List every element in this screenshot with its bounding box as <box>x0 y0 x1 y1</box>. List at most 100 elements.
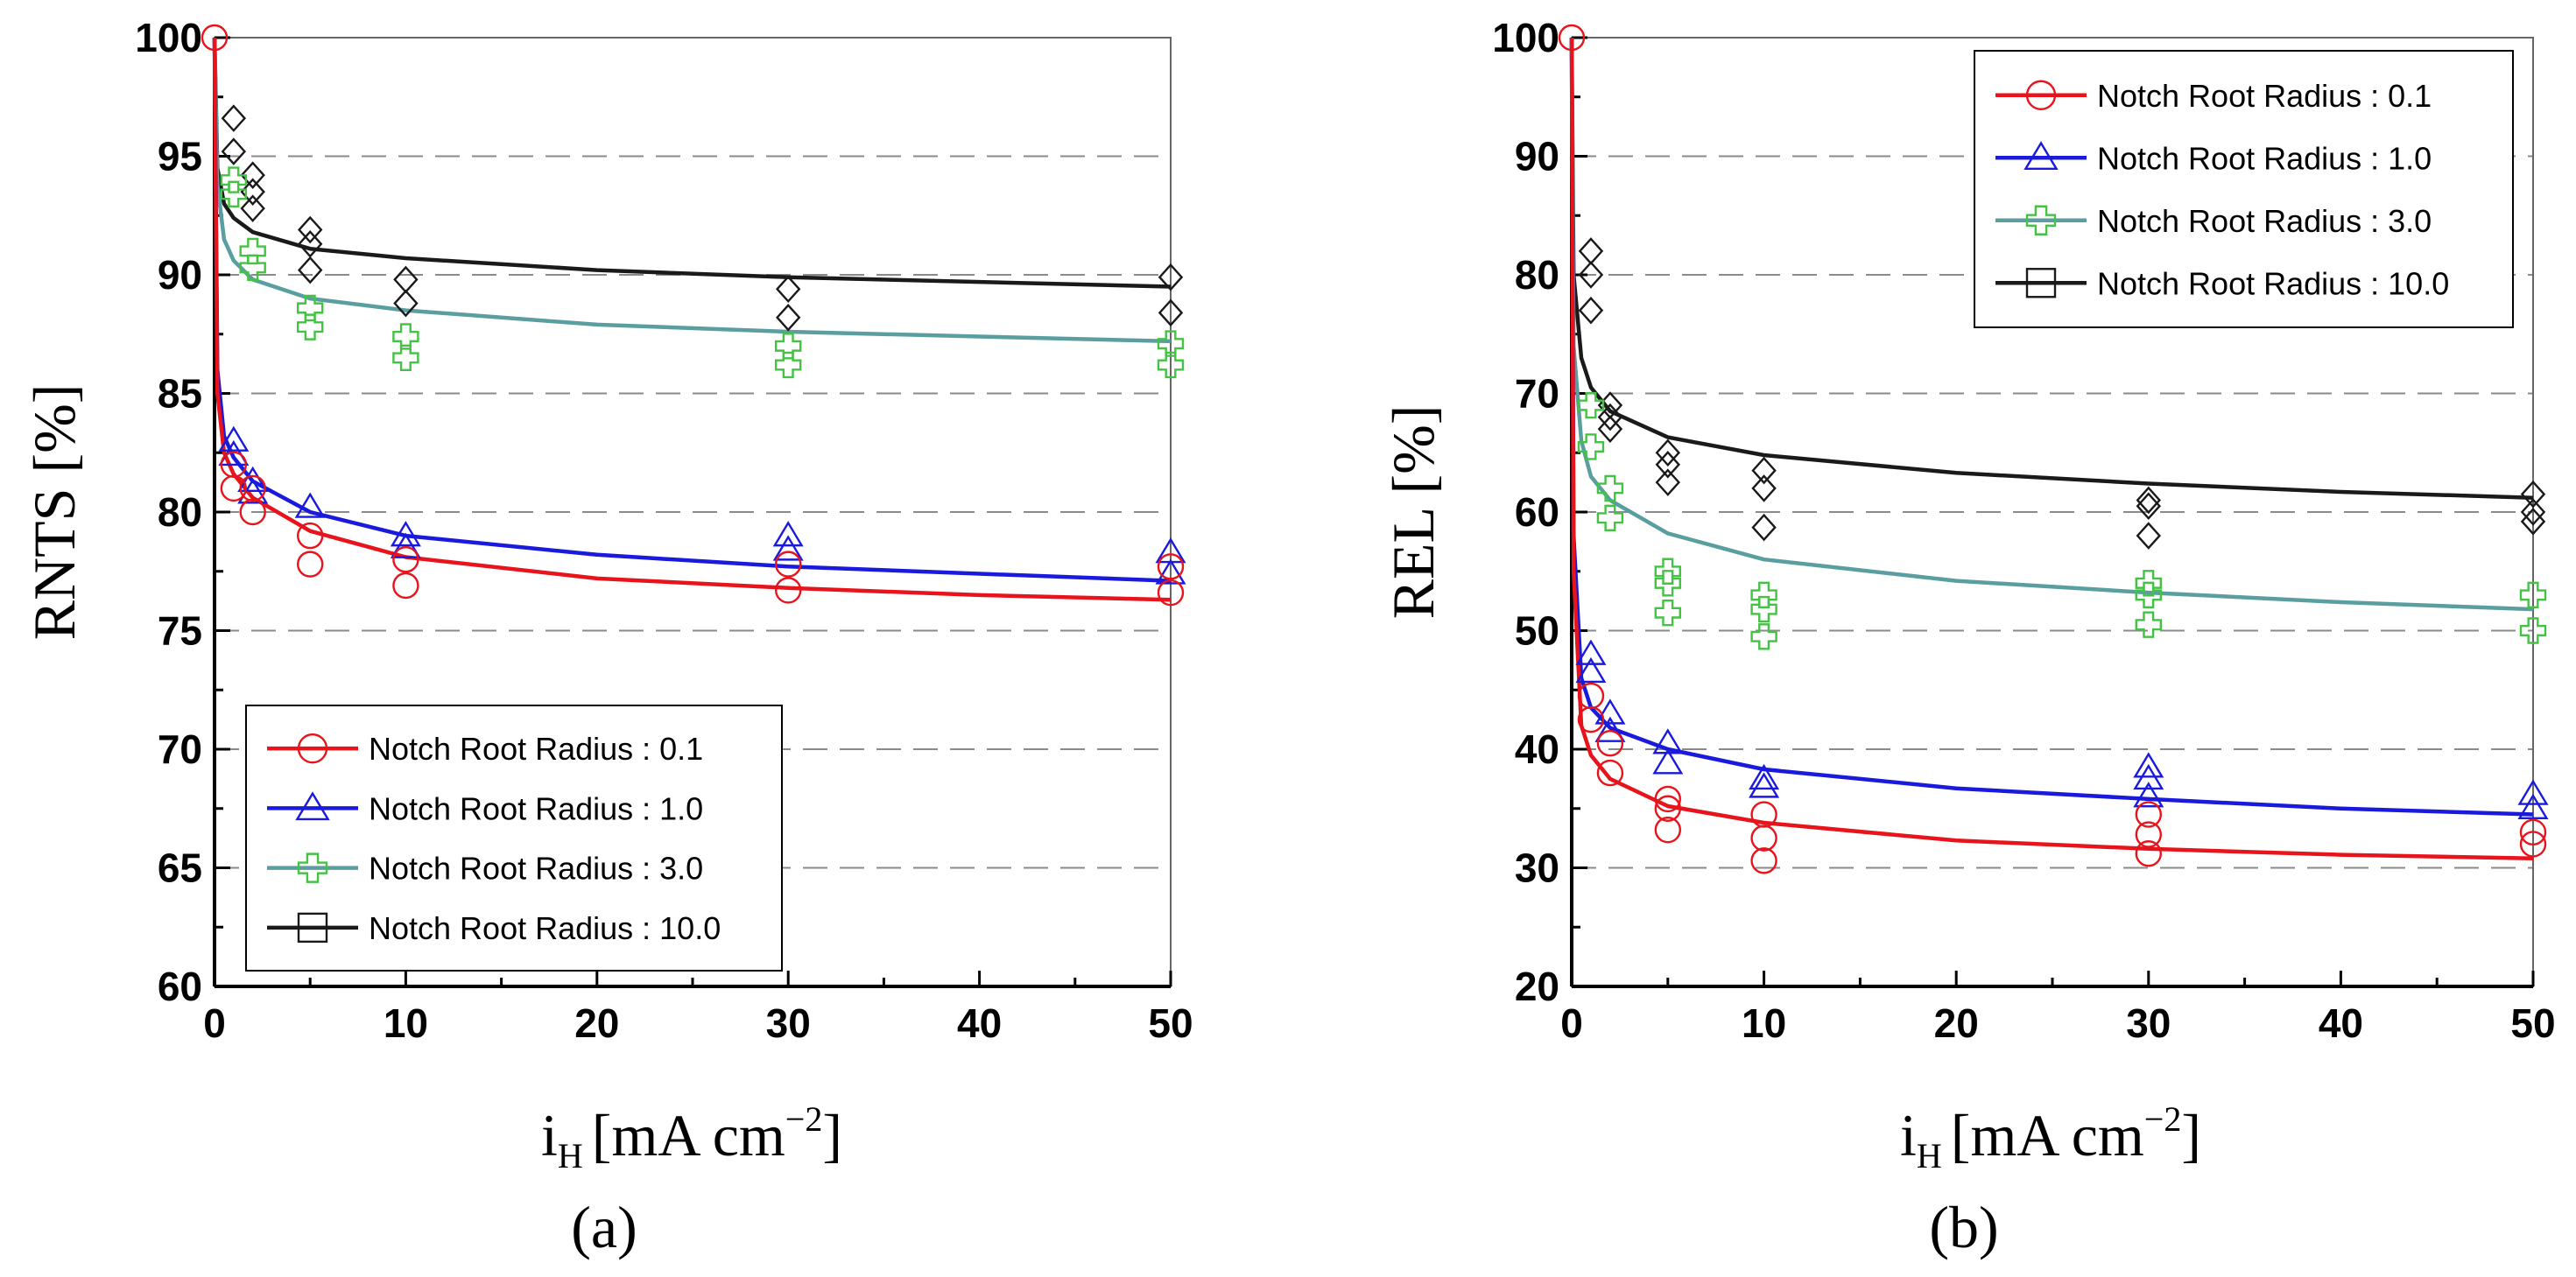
data-point-3.0 <box>775 333 802 360</box>
x-axis-label-sub: H <box>1917 1136 1942 1175</box>
x-axis-label-units: [mA cm <box>1951 1102 2144 1168</box>
y-tick-label-75: 75 <box>158 608 202 654</box>
data-point-3.0 <box>2135 611 2163 638</box>
data-point-0.1 <box>2135 840 2163 867</box>
data-point-0.1 <box>201 24 229 52</box>
data-point-10.0 <box>221 104 247 132</box>
data-point-1.0 <box>1652 728 1684 754</box>
y-tick-label-85: 85 <box>158 371 202 417</box>
x-tick-label-40: 40 <box>957 1000 1002 1046</box>
data-point-3.0 <box>1157 351 1185 379</box>
data-point-10.0 <box>1655 439 1681 467</box>
data-point-10.0 <box>393 289 419 318</box>
data-layer <box>201 24 1186 607</box>
data-point-1.0 <box>294 492 326 518</box>
y-tick-label-100: 100 <box>1492 15 1559 60</box>
data-point-10.0 <box>2520 498 2546 526</box>
data-point-3.0 <box>2519 581 2547 609</box>
data-point-3.0 <box>239 254 266 282</box>
data-point-1.0 <box>1575 656 1607 684</box>
y-axis-label: RNTS [%] <box>21 384 88 641</box>
data-point-0.1 <box>1157 553 1185 580</box>
data-point-0.1 <box>1596 759 1624 787</box>
data-point-10.0 <box>2520 480 2546 509</box>
x-axis-label-main: i <box>541 1102 558 1168</box>
legend-marker-1 <box>2023 141 2059 171</box>
y-tick-label-50: 50 <box>1515 608 1559 654</box>
x-tick-label-30: 30 <box>2126 1000 2171 1046</box>
legend-label-0: Notch Root Radius : 0.1 <box>2097 78 2432 114</box>
y-tick-label-95: 95 <box>158 134 202 179</box>
data-point-3.0 <box>1596 504 1624 531</box>
legend-marker-3 <box>297 912 328 944</box>
fit-curve-10.0 <box>212 37 1172 289</box>
data-point-0.1 <box>1654 785 1682 813</box>
fit-curve-1.0 <box>212 37 1172 583</box>
subfigure-label: (a) <box>571 1194 637 1260</box>
data-point-1.0 <box>1594 698 1626 725</box>
data-point-10.0 <box>297 215 323 244</box>
panel-b-rel-chart: 0 10 20 30 40 50 20 30 40 50 60 70 80 90 100 REL [%] iH[… <box>1380 15 2556 1260</box>
data-point-3.0 <box>1654 558 1682 585</box>
data-point-3.0 <box>1577 433 1605 460</box>
data-point-0.1 <box>2519 818 2547 846</box>
data-layer <box>1558 24 2549 874</box>
data-point-3.0 <box>1750 595 1777 623</box>
data-point-10.0 <box>240 194 265 222</box>
data-point-10.0 <box>240 178 265 206</box>
data-point-10.0 <box>1597 403 1623 432</box>
data-point-1.0 <box>772 521 804 547</box>
data-point-3.0 <box>1596 474 1624 502</box>
legend-marker-2 <box>297 853 328 883</box>
data-point-10.0 <box>393 265 419 294</box>
x-axis-label-sub: H <box>558 1136 583 1175</box>
data-point-0.1 <box>1577 705 1605 733</box>
data-point-0.1 <box>220 474 248 502</box>
fit-curve-0.1 <box>212 37 1172 602</box>
data-point-0.1 <box>392 572 419 600</box>
data-point-0.1 <box>2135 821 2163 848</box>
data-point-10.0 <box>1158 263 1184 291</box>
legend-label-0: Notch Root Radius : 0.1 <box>369 731 703 767</box>
data-point-10.0 <box>1578 261 1604 289</box>
data-point-0.1 <box>392 546 419 573</box>
data-point-10.0 <box>2136 492 2162 521</box>
data-point-1.0 <box>2133 763 2164 790</box>
legend-marker-2 <box>2025 205 2057 235</box>
data-point-0.1 <box>775 551 802 578</box>
data-point-1.0 <box>2517 779 2549 805</box>
legend-marker-0 <box>297 733 328 764</box>
x-axis-label-close: ] <box>822 1102 842 1168</box>
data-point-10.0 <box>1158 298 1184 327</box>
data-point-10.0 <box>240 161 265 189</box>
x-axis-label: iH [mA cm−2] <box>1900 1099 2201 1175</box>
fit-curve-3.0 <box>212 37 1172 344</box>
data-point-0.1 <box>297 522 324 550</box>
x-tick-label-10: 10 <box>384 1000 428 1046</box>
data-point-10.0 <box>1578 237 1604 265</box>
data-point-1.0 <box>1575 639 1607 665</box>
data-point-10.0 <box>2520 508 2546 536</box>
data-point-10.0 <box>1751 474 1777 502</box>
x-axis-label-main: i <box>1900 1102 1917 1168</box>
data-point-1.0 <box>1749 772 1780 798</box>
data-point-10.0 <box>1655 451 1681 479</box>
data-point-0.1 <box>2135 801 2163 828</box>
x-axis-label-units: [mA cm <box>592 1102 785 1168</box>
legend-label-2: Notch Root Radius : 3.0 <box>2097 203 2432 239</box>
y-tick-label-80: 80 <box>158 489 202 535</box>
data-point-10.0 <box>221 137 247 165</box>
y-tick-label-60: 60 <box>1515 489 1559 535</box>
data-point-1.0 <box>237 466 269 492</box>
data-point-1.0 <box>2133 782 2164 808</box>
x-tick-label-0: 0 <box>1560 1000 1583 1046</box>
legend-label-2: Notch Root Radius : 3.0 <box>369 851 703 887</box>
data-point-10.0 <box>2136 486 2162 515</box>
x-axis-label: iH [mA cm−2] <box>541 1099 842 1175</box>
data-point-0.1 <box>239 498 266 526</box>
x-tick-label-40: 40 <box>2319 1000 2363 1046</box>
data-point-0.1 <box>1750 847 1777 874</box>
x-tick-label-0: 0 <box>203 1000 226 1046</box>
x-tick-label-10: 10 <box>1742 1000 1786 1046</box>
